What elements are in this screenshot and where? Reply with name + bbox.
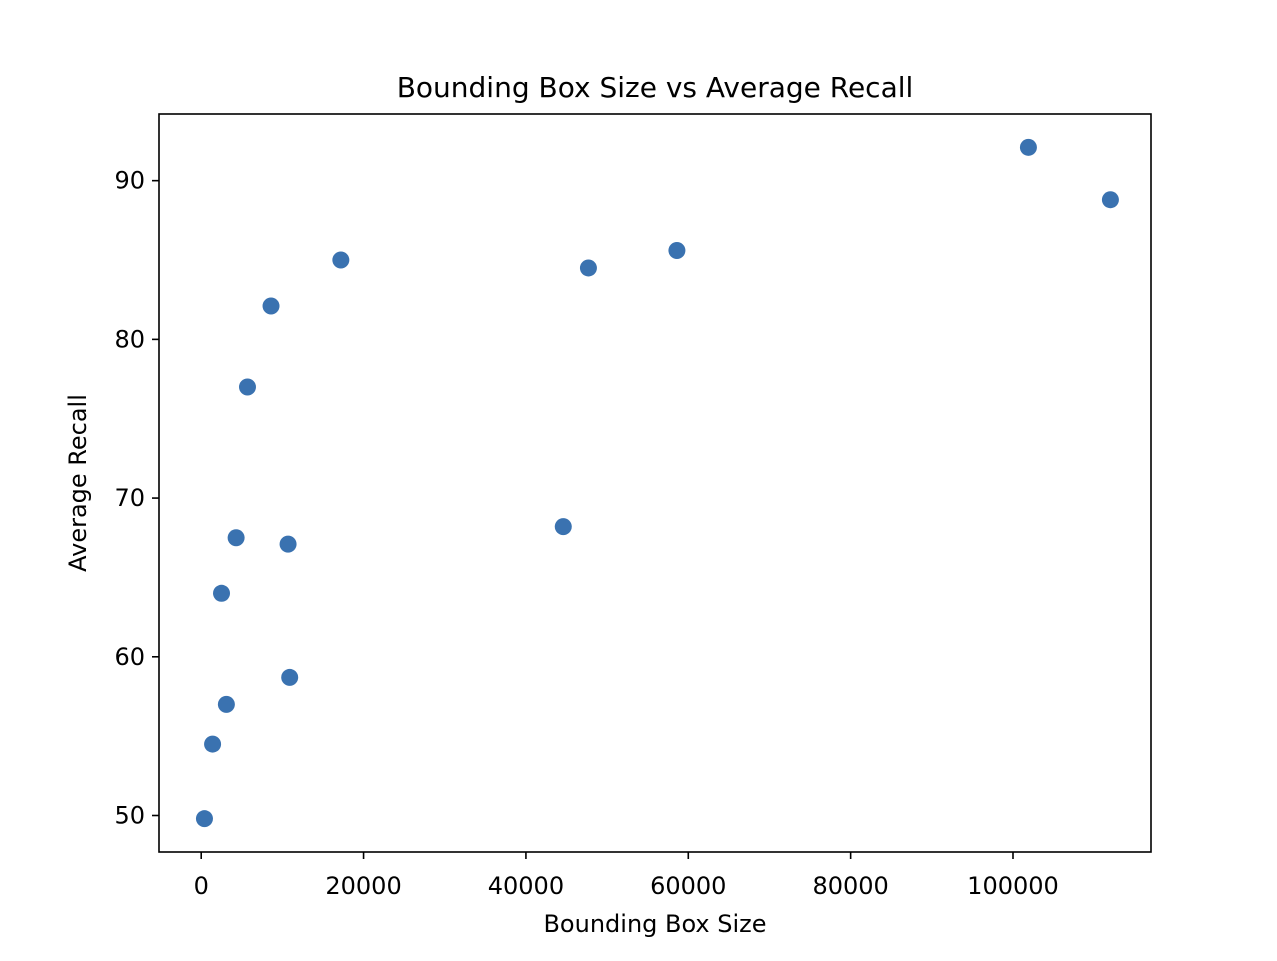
data-point xyxy=(227,529,245,547)
y-tick-label: 50 xyxy=(114,801,145,829)
data-point xyxy=(554,518,572,536)
data-points xyxy=(195,138,1119,828)
data-point xyxy=(195,810,213,828)
data-point xyxy=(668,241,686,259)
y-axis-label: Average Recall xyxy=(64,394,92,572)
x-tick-label: 40000 xyxy=(488,872,564,900)
plot-area-frame xyxy=(158,113,1152,853)
y-tick-label: 90 xyxy=(114,167,145,195)
x-axis-label: Bounding Box Size xyxy=(543,910,766,938)
x-tick-label: 80000 xyxy=(812,872,888,900)
data-point xyxy=(1101,191,1119,209)
data-point xyxy=(238,378,256,396)
data-point xyxy=(213,584,231,602)
x-tick-label: 0 xyxy=(194,872,209,900)
x-tick-label: 60000 xyxy=(650,872,726,900)
data-point xyxy=(262,297,280,315)
y-axis: 50 60 70 80 90 xyxy=(114,167,159,829)
chart-title: Bounding Box Size vs Average Recall xyxy=(397,71,914,104)
x-tick-label: 20000 xyxy=(325,872,401,900)
data-point xyxy=(1019,138,1037,156)
data-point xyxy=(217,695,235,713)
y-tick-label: 70 xyxy=(114,484,145,512)
y-tick-label: 60 xyxy=(114,643,145,671)
y-tick-label: 80 xyxy=(114,325,145,353)
data-point xyxy=(332,251,350,269)
data-point xyxy=(204,735,222,753)
data-point xyxy=(579,259,597,277)
data-point xyxy=(279,535,297,553)
x-tick-label: 100000 xyxy=(967,872,1059,900)
x-axis: 0 20000 40000 60000 80000 100000 xyxy=(194,852,1059,900)
data-point xyxy=(281,668,299,686)
